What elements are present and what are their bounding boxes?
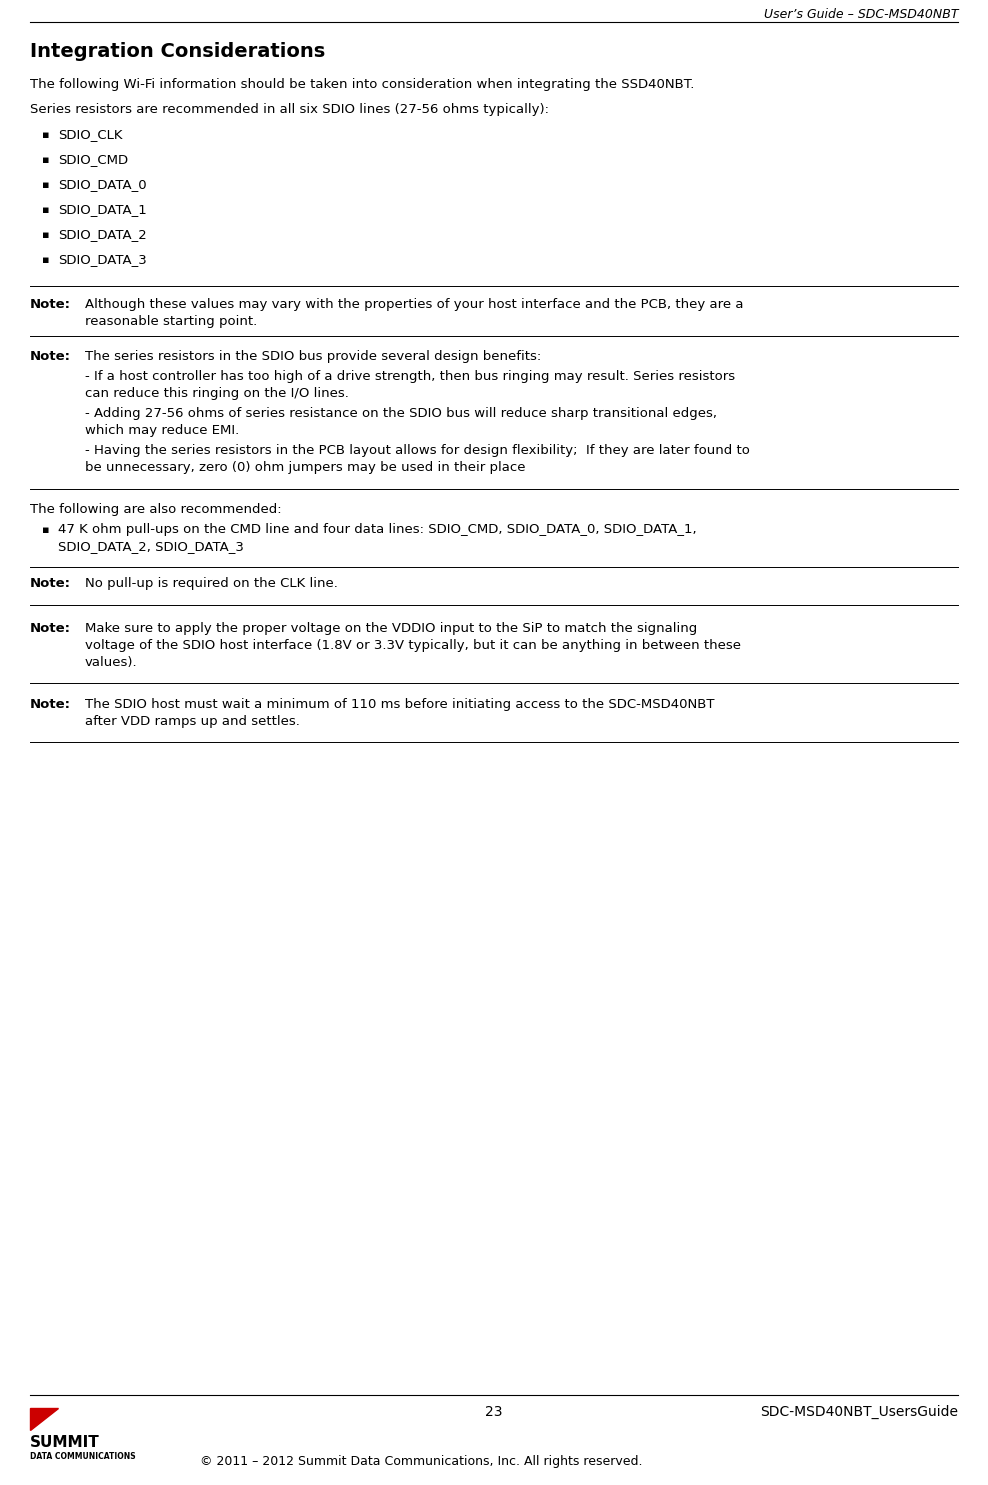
Text: Series resistors are recommended in all six SDIO lines (27-56 ohms typically):: Series resistors are recommended in all …	[30, 102, 549, 116]
Text: ▪: ▪	[42, 230, 49, 241]
Text: values).: values).	[85, 656, 137, 670]
Text: SDIO_CMD: SDIO_CMD	[58, 153, 128, 166]
Text: ▪: ▪	[42, 526, 49, 535]
Text: - If a host controller has too high of a drive strength, then bus ringing may re: - If a host controller has too high of a…	[85, 370, 735, 383]
Text: Make sure to apply the proper voltage on the VDDIO input to the SiP to match the: Make sure to apply the proper voltage on…	[85, 622, 698, 636]
Text: 23: 23	[485, 1405, 503, 1420]
Text: SDIO_CLK: SDIO_CLK	[58, 128, 123, 141]
Text: after VDD ramps up and settles.: after VDD ramps up and settles.	[85, 714, 300, 728]
Text: 47 K ohm pull-ups on the CMD line and four data lines: SDIO_CMD, SDIO_DATA_0, SD: 47 K ohm pull-ups on the CMD line and fo…	[58, 523, 697, 536]
Text: Although these values may vary with the properties of your host interface and th: Although these values may vary with the …	[85, 298, 744, 310]
Text: The SDIO host must wait a minimum of 110 ms before initiating access to the SDC-: The SDIO host must wait a minimum of 110…	[85, 698, 714, 711]
Text: SDC-MSD40NBT_UsersGuide: SDC-MSD40NBT_UsersGuide	[760, 1405, 958, 1420]
Text: voltage of the SDIO host interface (1.8V or 3.3V typically, but it can be anythi: voltage of the SDIO host interface (1.8V…	[85, 639, 741, 652]
Text: Note:: Note:	[30, 698, 71, 711]
Text: DATA COMMUNICATIONS: DATA COMMUNICATIONS	[30, 1452, 135, 1461]
Text: can reduce this ringing on the I/O lines.: can reduce this ringing on the I/O lines…	[85, 388, 349, 399]
Text: SDIO_DATA_1: SDIO_DATA_1	[58, 203, 147, 215]
Text: Note:: Note:	[30, 622, 71, 636]
Text: ▪: ▪	[42, 255, 49, 264]
Text: SDIO_DATA_2, SDIO_DATA_3: SDIO_DATA_2, SDIO_DATA_3	[58, 541, 244, 552]
Text: - Adding 27-56 ohms of series resistance on the SDIO bus will reduce sharp trans: - Adding 27-56 ohms of series resistance…	[85, 407, 717, 420]
Text: SUMMIT: SUMMIT	[30, 1435, 100, 1449]
Text: SDIO_DATA_0: SDIO_DATA_0	[58, 178, 146, 192]
Text: - Having the series resistors in the PCB layout allows for design flexibility;  : - Having the series resistors in the PCB…	[85, 444, 750, 457]
Text: SDIO_DATA_2: SDIO_DATA_2	[58, 229, 147, 241]
Text: Note:: Note:	[30, 578, 71, 590]
Text: The following Wi-Fi information should be taken into consideration when integrat: The following Wi-Fi information should b…	[30, 79, 695, 91]
Text: ▪: ▪	[42, 154, 49, 165]
Text: SDIO_DATA_3: SDIO_DATA_3	[58, 252, 147, 266]
Text: Integration Considerations: Integration Considerations	[30, 42, 325, 61]
Text: which may reduce EMI.: which may reduce EMI.	[85, 425, 239, 437]
Text: User’s Guide – SDC-MSD40NBT: User’s Guide – SDC-MSD40NBT	[764, 7, 958, 21]
Polygon shape	[30, 1408, 58, 1430]
Text: © 2011 – 2012 Summit Data Communications, Inc. All rights reserved.: © 2011 – 2012 Summit Data Communications…	[200, 1455, 642, 1469]
Text: Note:: Note:	[30, 350, 71, 362]
Text: reasonable starting point.: reasonable starting point.	[85, 315, 257, 328]
Text: No pull-up is required on the CLK line.: No pull-up is required on the CLK line.	[85, 578, 338, 590]
Text: The series resistors in the SDIO bus provide several design benefits:: The series resistors in the SDIO bus pro…	[85, 350, 541, 362]
Text: be unnecessary, zero (0) ohm jumpers may be used in their place: be unnecessary, zero (0) ohm jumpers may…	[85, 460, 526, 474]
Text: Note:: Note:	[30, 298, 71, 310]
Text: ▪: ▪	[42, 205, 49, 215]
Text: ▪: ▪	[42, 180, 49, 190]
Text: The following are also recommended:: The following are also recommended:	[30, 503, 282, 515]
Text: ▪: ▪	[42, 131, 49, 140]
